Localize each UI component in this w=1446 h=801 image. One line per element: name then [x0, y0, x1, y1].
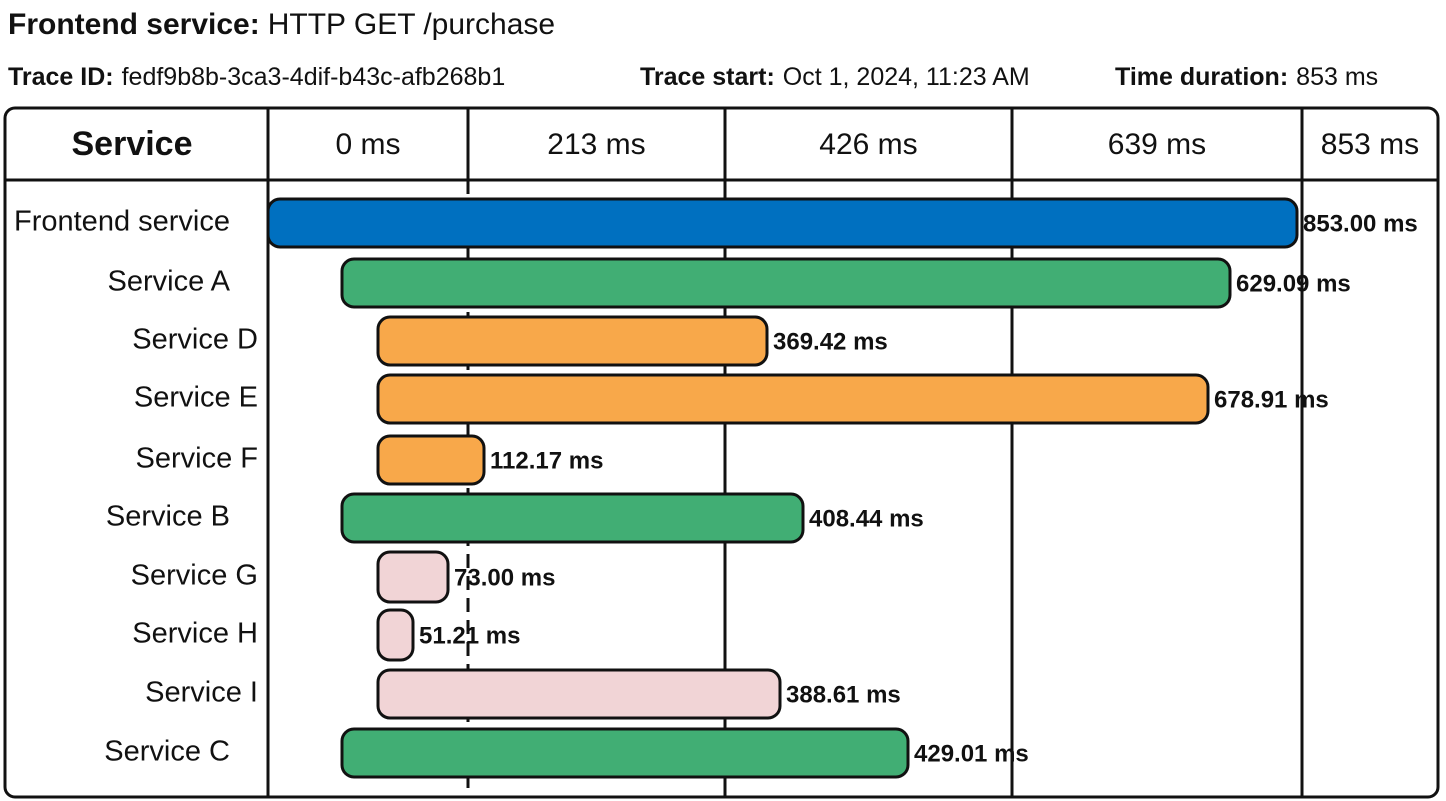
- service-name: Service H: [132, 618, 258, 650]
- column-header: 853 ms: [1321, 128, 1419, 161]
- service-name: Service A: [108, 266, 231, 298]
- header-field: Trace ID: fedf9b8b-3ca3-4dif-b43c-afb268b…: [8, 63, 505, 91]
- field-label: Frontend service:: [8, 8, 260, 41]
- service-name: Frontend service: [14, 206, 230, 238]
- duration-label: 629.09 ms: [1236, 270, 1351, 297]
- span-bar: [376, 434, 486, 486]
- span-bar: [376, 550, 450, 604]
- field-value: fedf9b8b-3ca3-4dif-b43c-afb268b1: [122, 63, 506, 91]
- span-bar: [266, 197, 1299, 249]
- duration-label: 429.01 ms: [914, 740, 1029, 767]
- service-name: Service G: [131, 560, 258, 592]
- duration-label: 408.44 ms: [809, 505, 924, 532]
- span-bar: [376, 608, 415, 662]
- column-header: 426 ms: [819, 128, 917, 161]
- span-bar: [340, 727, 910, 779]
- column-header: 213 ms: [547, 128, 645, 161]
- field-value: 853 ms: [1296, 63, 1378, 91]
- duration-label: 112.17 ms: [490, 447, 603, 474]
- duration-label: 388.61 ms: [786, 681, 901, 708]
- field-label: Trace ID:: [8, 63, 114, 91]
- service-name: Service B: [106, 501, 230, 533]
- duration-label: 51.21 ms: [419, 622, 520, 649]
- service-name: Service C: [104, 736, 230, 768]
- service-name: Service F: [136, 443, 258, 475]
- duration-label: 369.42 ms: [773, 328, 888, 355]
- column-header: 639 ms: [1108, 128, 1206, 161]
- duration-label: 73.00 ms: [454, 564, 555, 591]
- field-value: Oct 1, 2024, 11:23 AM: [783, 63, 1030, 91]
- span-bar: [376, 315, 769, 367]
- column-header: Service: [72, 125, 193, 163]
- duration-label: 853.00 ms: [1303, 210, 1418, 237]
- span-bar: [376, 373, 1210, 425]
- header-field: Frontend service: HTTP GET /purchase: [8, 8, 555, 41]
- service-name: Service E: [134, 382, 258, 414]
- header-field: Trace start: Oct 1, 2024, 11:23 AM: [640, 63, 1030, 91]
- column-header: 0 ms: [335, 128, 400, 161]
- field-label: Time duration:: [1115, 63, 1288, 91]
- table-border: [3, 106, 1440, 799]
- span-bar: [340, 257, 1232, 309]
- service-name: Service D: [132, 324, 258, 356]
- span-bar: [376, 668, 782, 720]
- field-value: HTTP GET /purchase: [268, 8, 555, 41]
- field-label: Trace start:: [640, 63, 775, 91]
- span-bar: [340, 492, 805, 544]
- duration-label: 678.91 ms: [1214, 386, 1329, 413]
- service-name: Service I: [145, 677, 258, 709]
- header-field: Time duration: 853 ms: [1115, 63, 1378, 91]
